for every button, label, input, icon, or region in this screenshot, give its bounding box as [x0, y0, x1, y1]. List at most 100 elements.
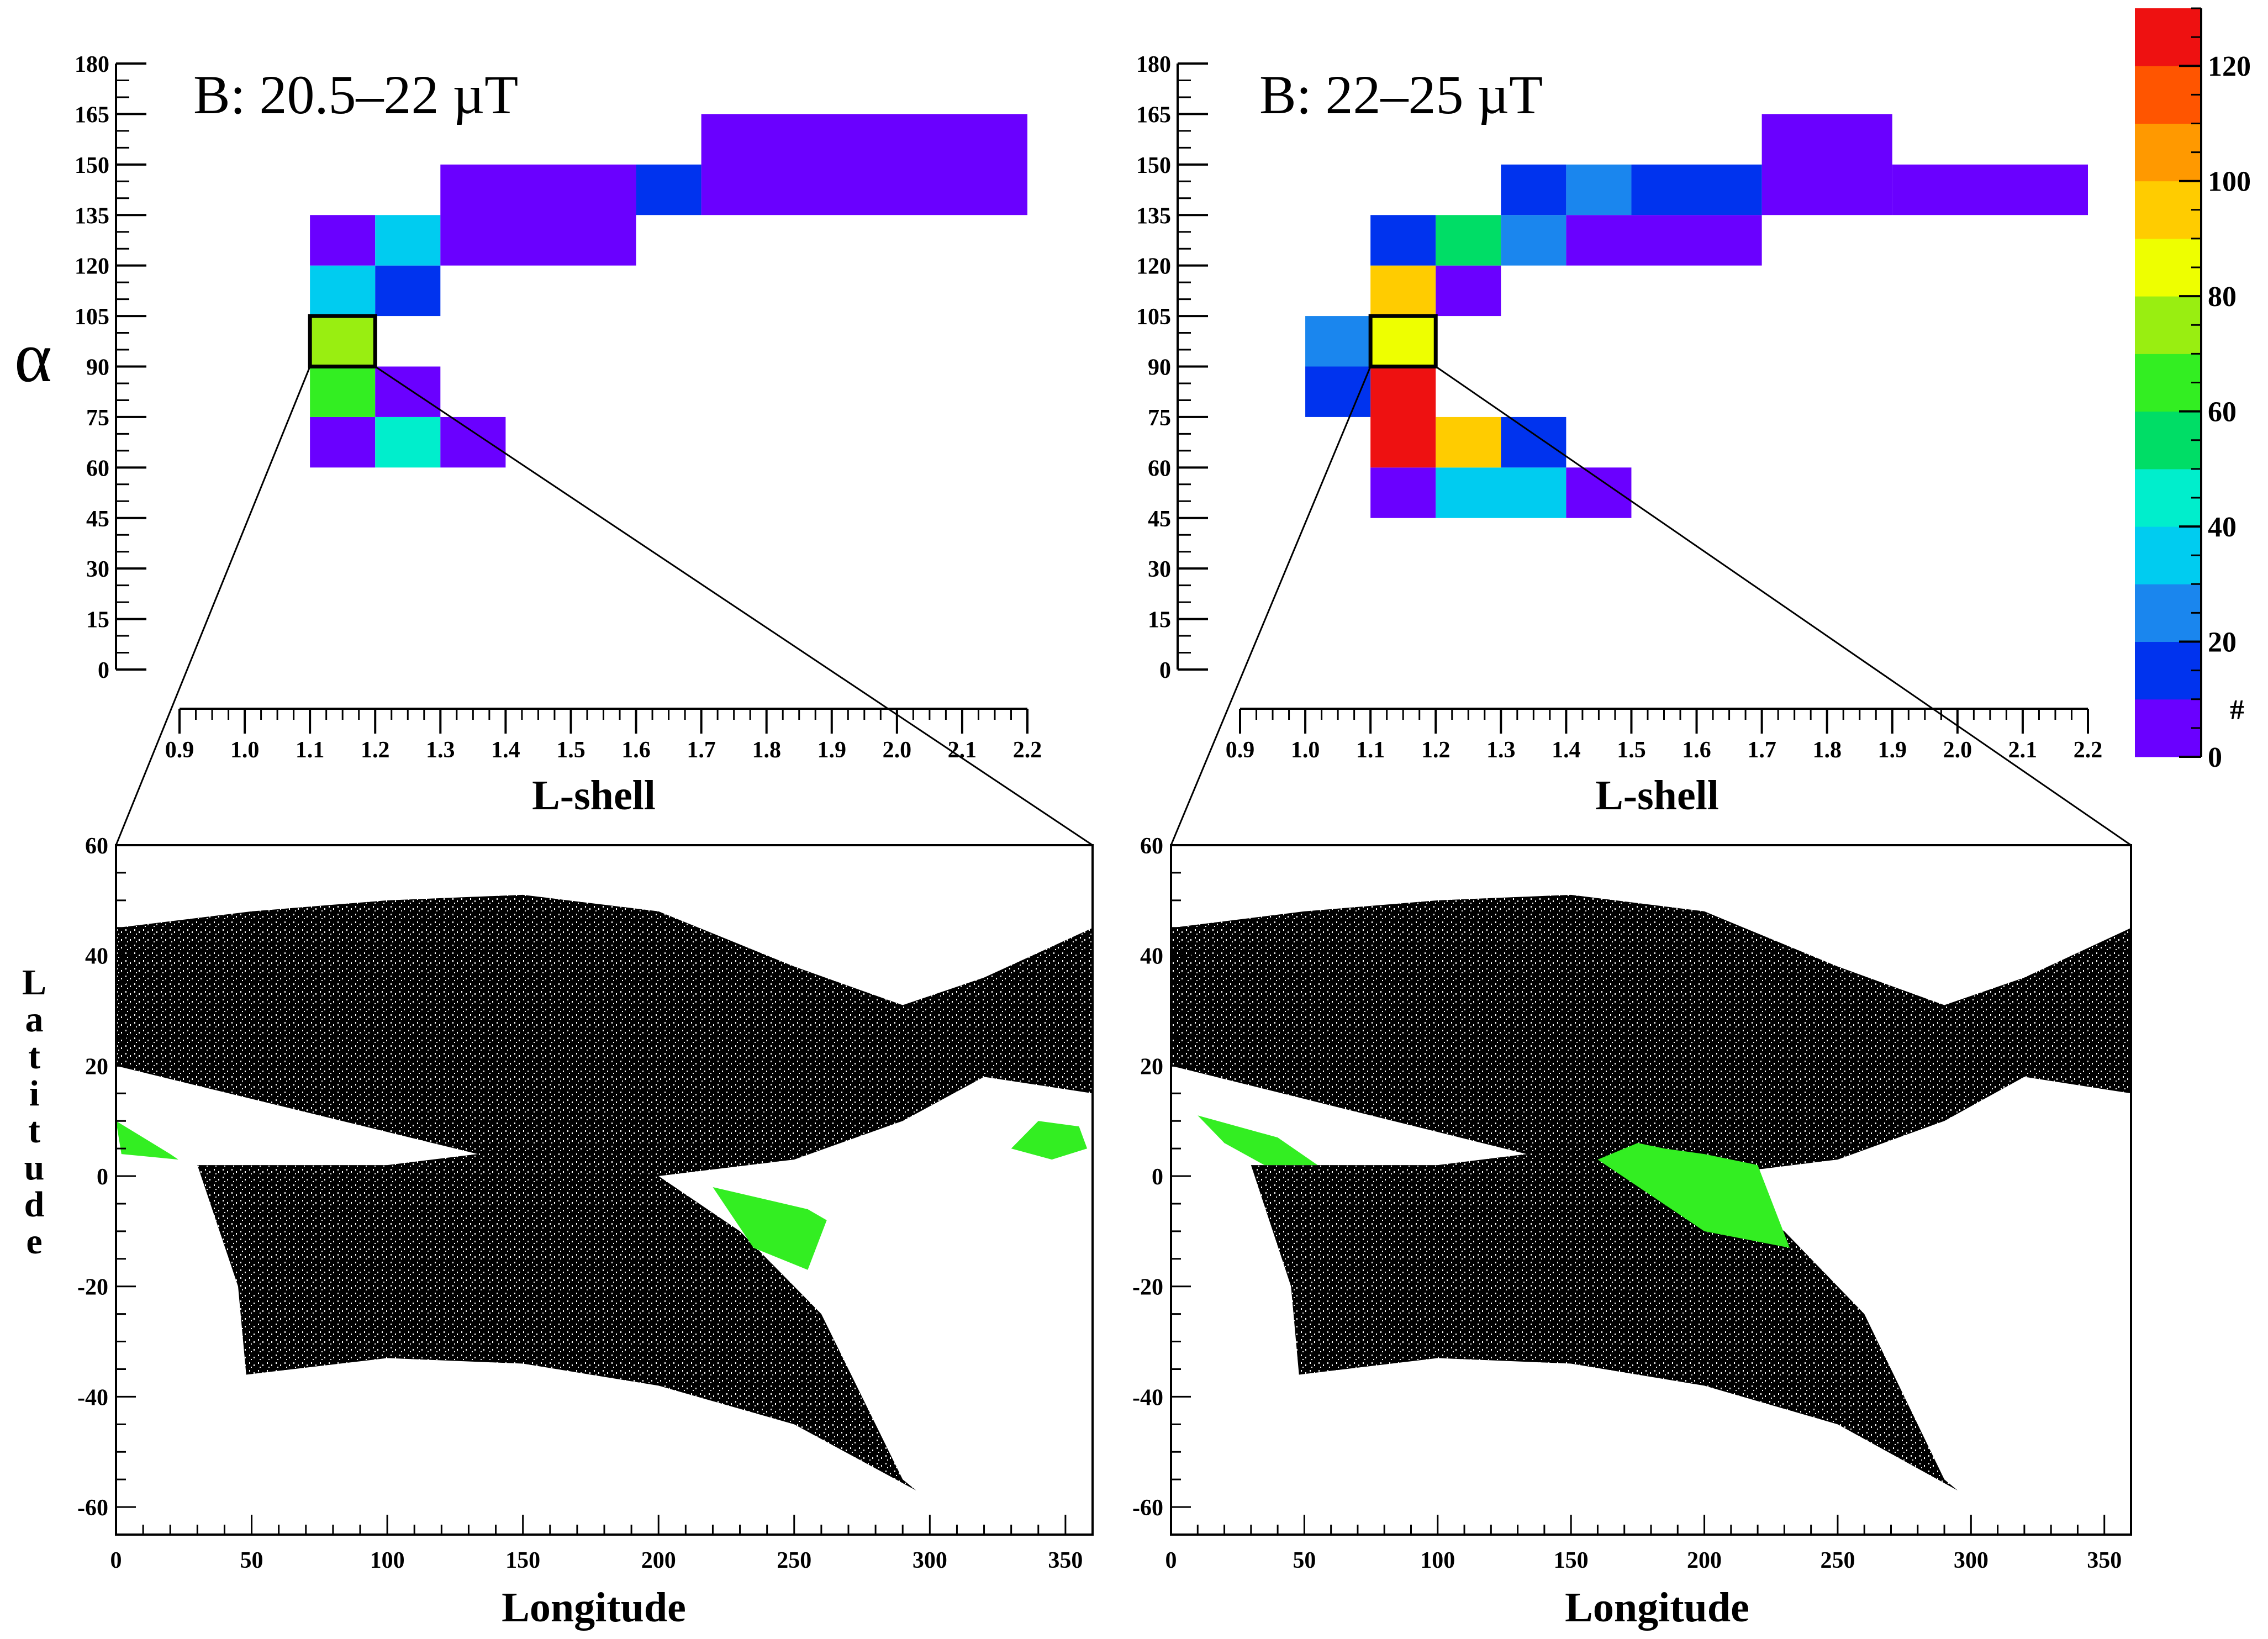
heatmap-cell [1370, 366, 1436, 468]
x-tick-label: 0.9 [165, 737, 194, 763]
y-tick-label: 90 [86, 355, 109, 381]
x-tick-label: 50 [240, 1548, 263, 1573]
colorbar-band [2135, 468, 2201, 527]
heatmap-cell [1436, 417, 1501, 468]
x-tick-label: 1.0 [1291, 737, 1320, 763]
x-tick-label: 1.7 [687, 737, 716, 763]
heatmap-cell [1370, 316, 1436, 367]
x-tick-label: 1.1 [1356, 737, 1385, 763]
heatmap-cell [1370, 467, 1436, 518]
heatmap-cell [310, 316, 376, 367]
colorbar-band [2135, 411, 2201, 470]
y-tick-label: 60 [1140, 834, 1163, 859]
y-axis-title-letter: t [28, 1110, 40, 1151]
y-tick-label: 0 [1159, 658, 1171, 683]
heatmap-panel-b-20-5-22: 0 15 30 45 60 75 90 105 120 135 150 165 180 0.9 1.0 1.1… [14, 52, 1042, 819]
connector-line-left [115, 366, 311, 846]
x-tick-label: 250 [777, 1548, 811, 1573]
heatmap-cell [636, 164, 702, 215]
y-tick-label: 30 [1148, 557, 1171, 582]
y-axis-title-alpha: α [14, 318, 52, 397]
x-tick-label: 1.3 [1486, 737, 1516, 763]
colorbar-tick-label: 20 [2208, 627, 2237, 658]
x-tick-label: 300 [1954, 1548, 1989, 1573]
x-tick-label: 1.6 [621, 737, 651, 763]
heatmap-cell [701, 114, 1027, 215]
y-tick-label: 0 [1152, 1164, 1163, 1190]
y-tick-label: 105 [75, 304, 109, 330]
heatmap-cell [440, 417, 506, 468]
x-axis-title: Longitude [1565, 1584, 1749, 1631]
x-tick-label: 2.0 [883, 737, 912, 763]
x-tick-label: 150 [505, 1548, 540, 1573]
y-tick-label: -60 [77, 1495, 108, 1521]
y-tick-label: 120 [75, 254, 109, 280]
x-axis-title: Longitude [502, 1584, 686, 1631]
trajectory-band-north [1171, 894, 2131, 1177]
y-tick-label: 45 [86, 507, 109, 532]
heatmap-cell [1892, 164, 2088, 215]
x-tick-label: 200 [641, 1548, 676, 1573]
x-tick-label: 300 [913, 1548, 947, 1573]
highlight-box [308, 314, 377, 368]
colorbar-band [2135, 123, 2201, 182]
selected-bin-region [1198, 1115, 1318, 1166]
map-panel-right: 0 50 100 150 200 250 300 350 -60 -40 -20 0 20 40 60 Lo… [1132, 834, 2132, 1631]
x-tick-label: 1.6 [1682, 737, 1711, 763]
heatmap-cell [1501, 215, 1566, 266]
y-tick-label: 180 [1136, 52, 1171, 77]
heatmap-cell [440, 164, 636, 266]
heatmap-cell [1501, 417, 1566, 468]
heatmap-cell [1761, 114, 1892, 215]
x-tick-label: 0 [110, 1548, 122, 1573]
y-tick-label: 20 [1140, 1054, 1163, 1079]
heatmap-cell [310, 215, 376, 266]
selected-bin-region [713, 1187, 827, 1270]
x-tick-label: 0.9 [1226, 737, 1255, 763]
heatmap-cell [1436, 467, 1566, 518]
colorbar-tick-label: 120 [2208, 51, 2251, 82]
y-tick-label: 150 [1136, 153, 1171, 178]
y-axis-title-letter: d [24, 1184, 45, 1225]
y-axis-title-letter: a [25, 999, 44, 1040]
x-tick-label: 100 [370, 1548, 405, 1573]
y-tick-label: 45 [1148, 507, 1171, 532]
y-tick-label: 165 [75, 102, 109, 128]
connector-line-left [1170, 366, 1372, 846]
trajectory-band-north [116, 894, 1093, 1177]
colorbar-band [2135, 354, 2201, 412]
colorbar-tick-label: 0 [2208, 742, 2222, 773]
x-tick-label: 100 [1420, 1548, 1455, 1573]
heatmap-cell [1370, 215, 1436, 266]
y-tick-label: 60 [1148, 456, 1171, 481]
y-tick-label: 60 [86, 456, 109, 481]
highlight-box [1368, 314, 1438, 368]
x-tick-label: 350 [2087, 1548, 2122, 1573]
colorbar: 0 20 40 60 80 100 120 # [2135, 7, 2251, 773]
colorbar-band [2135, 584, 2201, 642]
heatmap-cell [1436, 215, 1501, 266]
y-tick-label: 40 [1140, 944, 1163, 969]
x-tick-label: 1.9 [1878, 737, 1907, 763]
colorbar-band [2135, 181, 2201, 239]
heatmap-cell [1305, 316, 1371, 367]
y-tick-label: 20 [85, 1054, 108, 1079]
colorbar-unit: # [2230, 694, 2244, 726]
map-panel-left: 0 50 100 150 200 250 300 350 -60 -40 -20 0 20 40 60 Lo… [22, 834, 1094, 1631]
x-tick-label: 350 [1048, 1548, 1083, 1573]
colorbar-tick-label: 100 [2208, 166, 2251, 198]
x-tick-label: 1.9 [817, 737, 847, 763]
y-axis-title-letter: t [28, 1036, 40, 1077]
selected-bin-region [1011, 1121, 1088, 1160]
x-tick-label: 1.2 [1421, 737, 1451, 763]
heatmap-cell [375, 366, 441, 417]
colorbar-band [2135, 526, 2201, 584]
x-tick-label: 1.8 [752, 737, 781, 763]
x-tick-label: 1.5 [1617, 737, 1646, 763]
colorbar-band [2135, 8, 2201, 66]
y-tick-label: -40 [1132, 1385, 1163, 1410]
x-tick-label: 1.4 [1552, 737, 1581, 763]
heatmap-panel-b-22-25: 0 15 30 45 60 75 90 105 120 135 150 165 180 0.9 1.0 1.1… [1136, 52, 2102, 819]
